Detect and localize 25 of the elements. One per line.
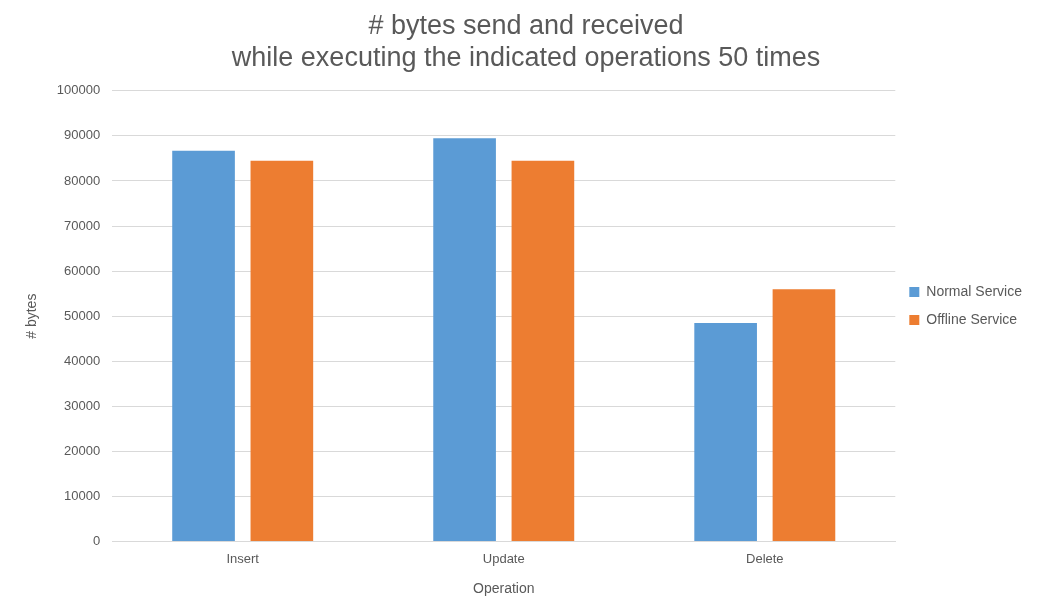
bar: [250, 160, 314, 542]
legend-label: Normal Service: [926, 282, 1023, 299]
y-tick-label: 60000: [64, 262, 101, 278]
x-tick-label: Update: [482, 550, 525, 566]
bar: [511, 160, 575, 542]
y-axis-title: # bytes: [23, 293, 40, 339]
y-tick-label: 50000: [64, 307, 101, 323]
y-tick-label: 90000: [64, 127, 101, 143]
chart-title: # bytes send and received while executing the indicated operations 50 times: [230, 9, 821, 73]
bar: [172, 150, 235, 542]
y-tick-label: 70000: [64, 217, 101, 233]
x-tick-label: Insert: [226, 550, 260, 566]
y-tick-label: 80000: [64, 172, 101, 188]
x-tick-label: Delete: [746, 550, 784, 566]
y-tick-label: 10000: [64, 488, 101, 504]
legend-label: Offline Service: [926, 310, 1018, 327]
bar: [433, 138, 496, 542]
y-tick-label: 30000: [64, 397, 101, 413]
bar: [694, 322, 757, 542]
bar: [772, 289, 836, 542]
y-tick-label: 40000: [64, 352, 101, 368]
x-axis-title: Operation: [473, 580, 535, 597]
y-tick-label: 20000: [64, 443, 101, 459]
y-tick-label: 0: [92, 533, 101, 549]
y-tick-label: 100000: [56, 82, 101, 98]
